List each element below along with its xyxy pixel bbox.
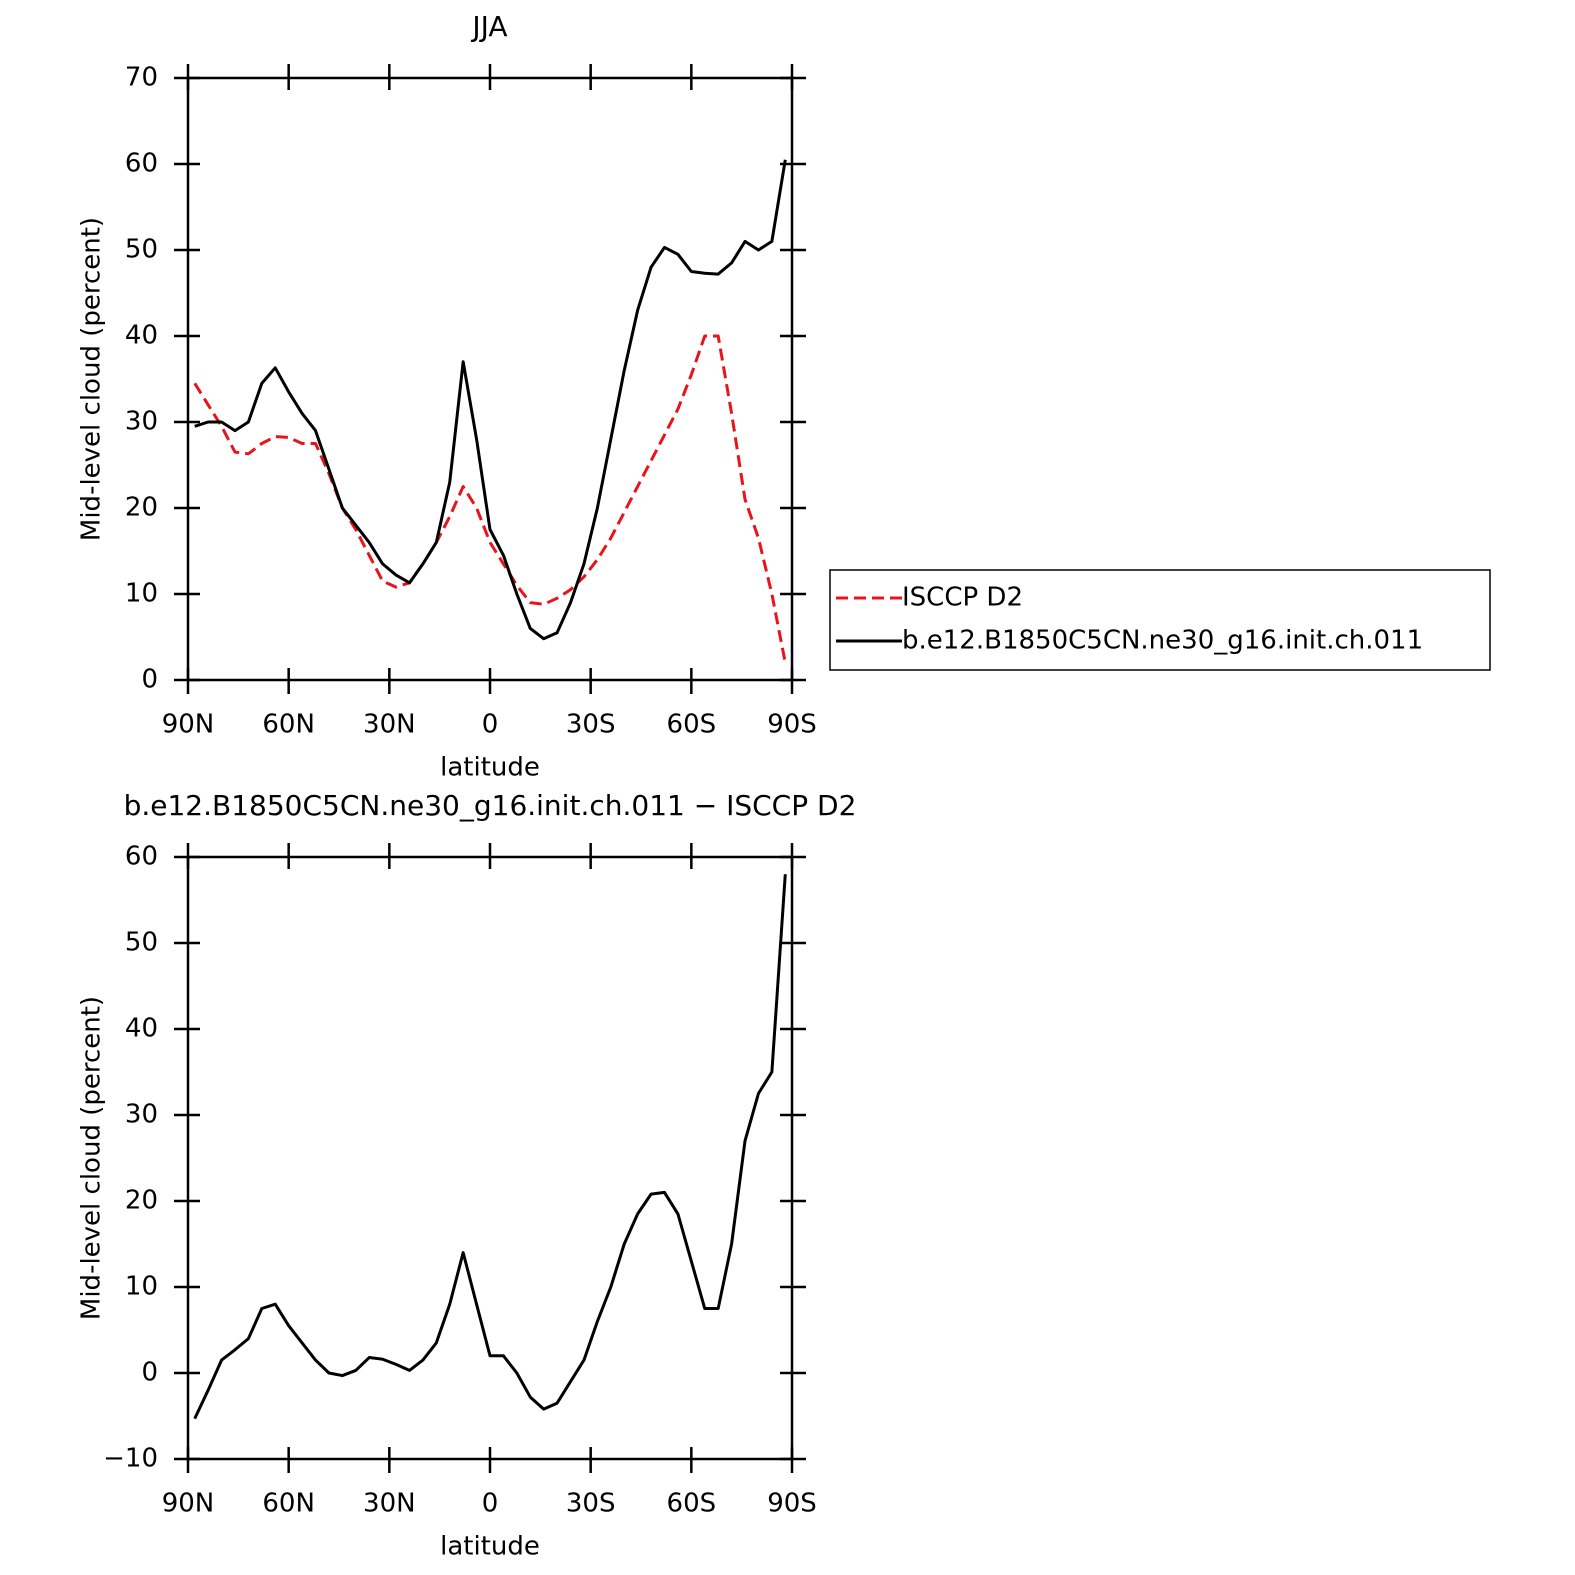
y-tick-label: 50 [125, 235, 158, 265]
y-tick-label: 60 [125, 149, 158, 179]
x-tick-label: 30S [566, 710, 616, 740]
y-tick-label: 0 [141, 665, 158, 695]
x-tick-label: 30S [566, 1489, 616, 1519]
y-tick-label: 10 [125, 579, 158, 609]
data-line [194, 159, 787, 641]
y-axis-label: Mid-level cloud (percent) [77, 996, 107, 1320]
plot-frame [186, 76, 794, 682]
y-tick-label: 40 [125, 1014, 158, 1044]
x-tick-label: 60S [667, 710, 717, 740]
x-tick-label: 90N [162, 710, 215, 740]
y-tick-label: 60 [125, 842, 158, 872]
x-tick-label: 90N [162, 1489, 215, 1519]
y-tick-label: 20 [125, 1186, 158, 1216]
data-line [193, 874, 787, 1420]
x-tick-label: 0 [482, 1489, 499, 1519]
y-tick-label: 20 [125, 493, 158, 523]
y-tick-label: 30 [125, 1100, 158, 1130]
chart-title: b.e12.B1850C5CN.ne30_g16.init.ch.011 − I… [124, 789, 857, 822]
x-tick-label: 30N [363, 710, 416, 740]
y-tick-label: 40 [125, 321, 158, 351]
x-tick-label: 60N [262, 1489, 315, 1519]
x-tick-label: 60N [262, 710, 315, 740]
y-tick-label: 0 [141, 1358, 158, 1388]
y-tick-label: 30 [125, 407, 158, 437]
x-tick-label: 30N [363, 1489, 416, 1519]
x-tick-label: 60S [667, 1489, 717, 1519]
legend-label: ISCCP D2 [902, 583, 1023, 613]
plot-frame [186, 855, 794, 1461]
x-tick-label: 0 [482, 710, 499, 740]
y-tick-label: 70 [125, 63, 158, 93]
y-axis-label: Mid-level cloud (percent) [77, 217, 107, 541]
chart-title: JJA [470, 10, 507, 43]
data-line [193, 334, 787, 664]
legend-label: b.e12.B1850C5CN.ne30_g16.init.ch.011 [902, 626, 1423, 656]
y-tick-label: 50 [125, 928, 158, 958]
legend-box [829, 569, 1491, 671]
x-tick-label: 90S [767, 1489, 817, 1519]
x-axis-label: latitude [440, 753, 540, 783]
x-axis-label: latitude [440, 1532, 540, 1562]
y-tick-label: −10 [103, 1444, 158, 1474]
x-tick-label: 90S [767, 710, 817, 740]
y-tick-label: 10 [125, 1272, 158, 1302]
